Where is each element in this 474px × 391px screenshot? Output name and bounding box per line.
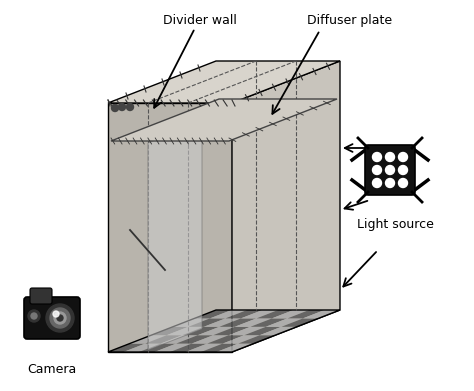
Polygon shape	[108, 103, 232, 352]
Polygon shape	[124, 344, 161, 352]
Polygon shape	[188, 318, 226, 327]
Polygon shape	[182, 327, 219, 335]
Polygon shape	[151, 327, 188, 335]
Polygon shape	[155, 344, 191, 352]
Circle shape	[57, 315, 63, 321]
Polygon shape	[204, 318, 241, 327]
Circle shape	[399, 165, 408, 174]
Polygon shape	[303, 310, 340, 318]
Polygon shape	[185, 344, 223, 352]
Polygon shape	[281, 318, 319, 327]
FancyBboxPatch shape	[30, 288, 52, 304]
Polygon shape	[272, 310, 309, 318]
Polygon shape	[108, 61, 340, 103]
Polygon shape	[148, 122, 202, 350]
Polygon shape	[207, 335, 244, 344]
Circle shape	[399, 179, 408, 188]
Polygon shape	[223, 335, 260, 344]
Polygon shape	[244, 327, 281, 335]
Circle shape	[28, 310, 40, 322]
Polygon shape	[145, 335, 182, 344]
Circle shape	[118, 104, 126, 111]
Polygon shape	[201, 344, 238, 352]
Polygon shape	[191, 335, 228, 344]
Circle shape	[385, 179, 394, 188]
Polygon shape	[266, 318, 303, 327]
Polygon shape	[228, 327, 266, 335]
Text: Divider wall: Divider wall	[163, 14, 237, 27]
Circle shape	[54, 312, 66, 324]
Polygon shape	[139, 344, 176, 352]
Circle shape	[399, 152, 408, 161]
Text: Light source: Light source	[356, 218, 433, 231]
Circle shape	[385, 165, 394, 174]
Polygon shape	[241, 310, 278, 318]
Polygon shape	[198, 327, 235, 335]
Polygon shape	[129, 335, 167, 344]
Polygon shape	[226, 310, 263, 318]
Polygon shape	[170, 344, 207, 352]
Circle shape	[46, 304, 74, 332]
Polygon shape	[235, 318, 272, 327]
Polygon shape	[287, 310, 325, 318]
Circle shape	[127, 104, 134, 111]
Circle shape	[373, 165, 382, 174]
Polygon shape	[167, 327, 204, 335]
Circle shape	[31, 313, 37, 319]
Polygon shape	[161, 335, 198, 344]
Text: Diffuser plate: Diffuser plate	[308, 14, 392, 27]
Polygon shape	[176, 335, 213, 344]
Circle shape	[50, 308, 70, 328]
Circle shape	[385, 152, 394, 161]
Polygon shape	[210, 310, 247, 318]
Text: Camera: Camera	[27, 363, 77, 376]
Polygon shape	[260, 327, 297, 335]
Polygon shape	[232, 61, 340, 352]
FancyBboxPatch shape	[365, 145, 415, 195]
Circle shape	[373, 152, 382, 161]
Polygon shape	[194, 310, 231, 318]
Polygon shape	[111, 99, 337, 141]
Polygon shape	[108, 344, 145, 352]
Circle shape	[111, 104, 118, 111]
FancyBboxPatch shape	[24, 297, 80, 339]
Polygon shape	[250, 318, 287, 327]
Polygon shape	[213, 327, 250, 335]
Polygon shape	[173, 318, 210, 327]
Polygon shape	[219, 318, 256, 327]
Polygon shape	[238, 335, 275, 344]
Circle shape	[373, 179, 382, 188]
Polygon shape	[256, 310, 293, 318]
Polygon shape	[217, 344, 254, 352]
Circle shape	[53, 311, 59, 317]
